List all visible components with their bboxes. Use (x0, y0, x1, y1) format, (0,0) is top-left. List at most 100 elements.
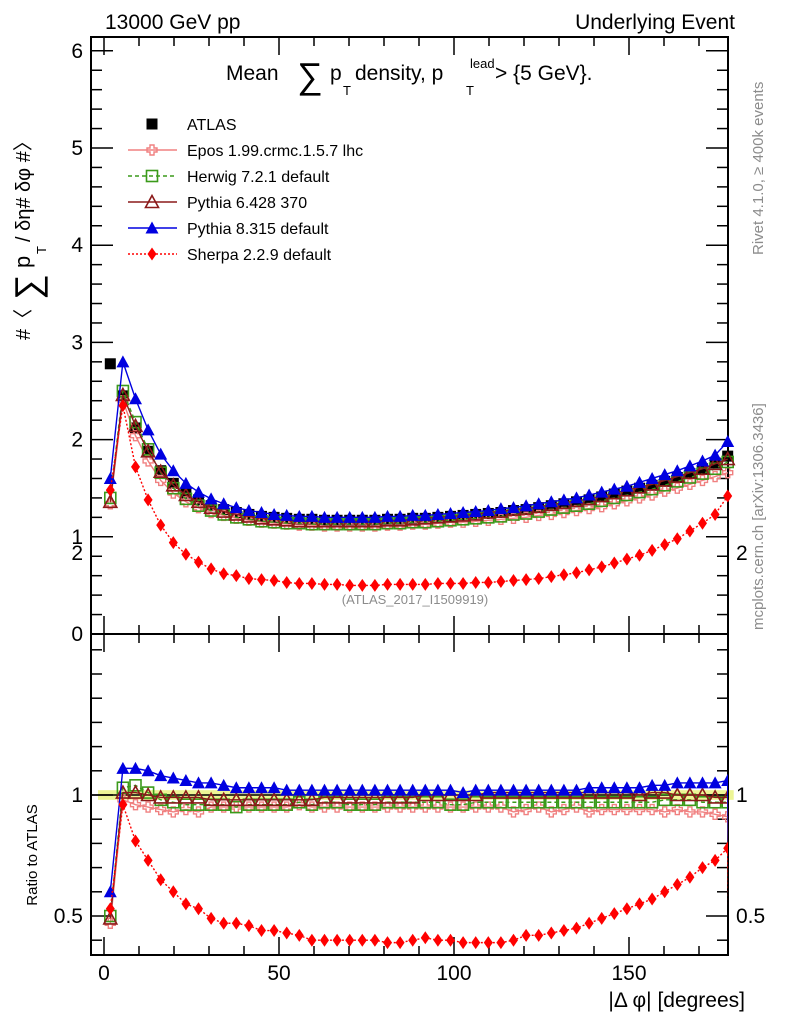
legend-label: ATLAS (187, 117, 237, 134)
ratio-data-point (672, 878, 682, 892)
ratio-data-point (217, 778, 231, 791)
ratio-data-point (431, 795, 445, 809)
data-point (269, 574, 279, 588)
ratio-data-point (595, 795, 609, 809)
ratio-data-point (620, 781, 634, 794)
data-point (194, 555, 203, 569)
data-point (242, 504, 256, 517)
ratio-data-point (496, 936, 506, 950)
ratio-plot-area: 0.5 0.5 1 1 2 2 0 50 100 150 (54, 542, 765, 985)
ratio-data-point (181, 897, 191, 911)
data-point (215, 503, 232, 518)
ratio-data-point (244, 919, 254, 933)
ratio-data-point (456, 786, 470, 799)
data-point (685, 524, 695, 538)
ratio-data-point (192, 798, 205, 811)
ratio-data-point (383, 936, 392, 950)
ratio-data-point (368, 783, 382, 796)
ratio-data-point (633, 781, 646, 794)
ratio-data-point (129, 761, 142, 774)
ratio-data-point (645, 778, 659, 791)
ratio-data-point (509, 933, 518, 947)
data-point (622, 552, 632, 566)
data-point (142, 455, 154, 467)
ratio-data-point (142, 801, 154, 813)
data-point (292, 509, 306, 522)
data-point (483, 575, 493, 589)
ratio-data-point (572, 921, 581, 935)
xtick-label: 0 (98, 962, 110, 985)
data-point (620, 479, 634, 492)
ratio-data-point (521, 928, 531, 942)
ratio-data-point (682, 786, 698, 802)
data-point (228, 506, 245, 521)
ratio-data-point (370, 933, 380, 947)
ratio-data-point (354, 789, 371, 804)
data-point (658, 468, 672, 481)
data-point (105, 483, 115, 497)
header-analysis: Underlying Event (575, 11, 735, 34)
ratio-data-point (267, 781, 281, 794)
data-point (190, 493, 207, 509)
ratio-series-pythia (103, 761, 728, 898)
ratio-data-point (584, 916, 594, 930)
ratio-data-point (683, 776, 697, 789)
main-ytick-label: 5 (71, 137, 83, 160)
ratio-data-point (722, 811, 728, 823)
ratio-data-point (622, 902, 632, 916)
ratio-data-point (494, 795, 508, 809)
ratio-data-point (408, 933, 418, 947)
ratio-data-point (709, 808, 721, 821)
data-point (696, 454, 709, 467)
data-point (152, 463, 169, 478)
data-point (204, 492, 218, 505)
ratio-data-point (102, 910, 119, 925)
ratio-data-point (140, 786, 156, 802)
ratio-series-sherpa (105, 798, 728, 950)
data-point (507, 501, 520, 514)
data-point (104, 358, 116, 370)
data-point (179, 476, 193, 489)
data-point (671, 472, 683, 484)
ratio-data-point (507, 806, 520, 818)
ratio-data-point (330, 783, 344, 796)
ratio-series-line (109, 791, 728, 919)
ratio-data-point (647, 892, 657, 906)
data-point (192, 485, 205, 498)
legend: ATLAS Epos 1.99.crmc.1.5.7 lhc Herwig 7.2.… (128, 117, 363, 264)
ratio-data-point (194, 902, 203, 916)
data-point (129, 415, 142, 429)
ratio-data-point (721, 773, 728, 786)
legend-marker (145, 169, 159, 183)
ratio-data-point (229, 781, 243, 794)
data-point (722, 466, 734, 479)
ratio-data-point (127, 784, 144, 799)
data-point (267, 507, 281, 520)
ratio-data-point (671, 803, 683, 816)
analysis-watermark: (ATLAS_2017_I1509919) (342, 592, 488, 607)
data-point (257, 573, 266, 587)
data-point (546, 570, 556, 584)
data-point (231, 569, 241, 583)
data-point (282, 575, 292, 589)
data-point (707, 455, 723, 471)
ratio-data-point (345, 933, 355, 947)
legend-marker (146, 144, 158, 156)
data-point (496, 575, 506, 589)
data-point (557, 493, 571, 506)
data-point (682, 464, 698, 479)
ratio-data-point (708, 776, 722, 789)
data-point (141, 423, 155, 436)
data-point (229, 501, 243, 514)
ratio-data-point (367, 789, 383, 804)
ratio-data-point (469, 795, 483, 809)
ratio-data-point (190, 789, 207, 804)
legend-label: Sherpa 2.2.9 default (187, 247, 332, 264)
data-point (343, 510, 357, 523)
rivet-label: Rivet 4.1.0, ≥ 400k events (750, 82, 767, 255)
ratio-data-point (178, 789, 194, 804)
data-point (280, 508, 294, 521)
ratio-data-point (620, 795, 634, 809)
ratio-data-point (659, 806, 671, 818)
ratio-data-point (545, 806, 557, 818)
